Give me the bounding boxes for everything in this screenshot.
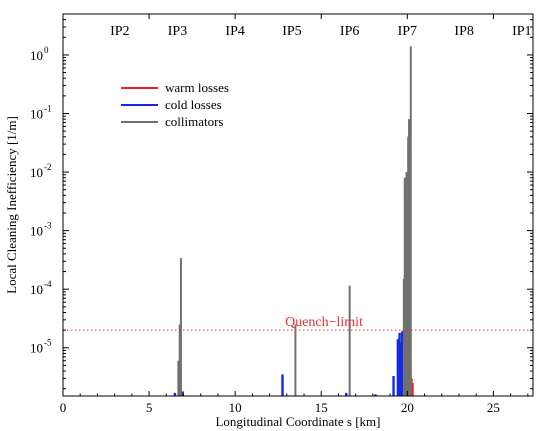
quench-limit-label: Quench−limit <box>285 315 363 330</box>
bar-collimators-0 <box>177 360 180 396</box>
x-axis-label: Longitudinal Coordinate s [km] <box>215 414 380 429</box>
bar-cold-losses-6 <box>396 339 400 396</box>
bar-cold-losses-5 <box>392 375 395 396</box>
x-tick-label-4: 20 <box>401 400 414 415</box>
ip-label-ip5: IP5 <box>282 24 301 39</box>
y-tick-label-5: 10 <box>30 48 43 63</box>
bar-cold-losses-0 <box>173 392 177 396</box>
ip-label-ip2: IP2 <box>110 24 129 39</box>
legend: warm losses cold losses collimators <box>121 80 229 129</box>
y-tick-exponent-0: -5 <box>44 338 52 348</box>
x-tick-label-0: 0 <box>60 400 67 415</box>
bar-warm-losses-4 <box>411 383 414 396</box>
x-tick-label-2: 10 <box>229 400 242 415</box>
legend-label-1: cold losses <box>165 97 222 112</box>
y-tick-label-0: 10 <box>30 341 43 356</box>
bar-collimators-4 <box>348 285 351 396</box>
y-tick-label-1: 10 <box>30 282 43 297</box>
bar-cold-losses-2 <box>281 374 284 396</box>
y-tick-label-2: 10 <box>30 224 43 239</box>
y-tick-exponent-1: -4 <box>44 279 52 289</box>
y-axis-label: Local Cleaning Inefficiency [1/m] <box>4 116 19 294</box>
y-tick-label-3: 10 <box>30 165 43 180</box>
y-tick-exponent-2: -3 <box>44 221 52 231</box>
x-tick-label-5: 25 <box>487 400 500 415</box>
y-tick-label-4: 10 <box>30 106 43 121</box>
bar-collimators-13 <box>409 46 412 396</box>
x-axis-ticks: 0 5 10 15 20 25 <box>60 14 529 415</box>
bar-cold-losses-9 <box>400 331 404 396</box>
ip-label-ip8: IP8 <box>454 24 473 39</box>
bar-cold-losses-8 <box>399 343 402 396</box>
ip-labels: IP2 IP3 IP4 IP5 IP6 IP7 IP8 IP1 <box>110 24 531 39</box>
x-tick-label-3: 15 <box>315 400 328 415</box>
y-tick-exponent-5: 0 <box>44 45 49 55</box>
y-tick-exponent-4: -1 <box>44 103 52 113</box>
bar-cold-losses-1 <box>181 391 184 396</box>
bar-cold-losses-3 <box>345 392 348 396</box>
x-tick-label-1: 5 <box>146 400 153 415</box>
bar-collimators-3 <box>294 324 297 396</box>
bar-collimators-2 <box>179 258 182 396</box>
plot-frame <box>62 13 534 397</box>
ip-label-ip6: IP6 <box>340 24 359 39</box>
bar-collimators-1 <box>178 324 181 396</box>
ip-label-ip1: IP1 <box>512 24 531 39</box>
legend-label-0: warm losses <box>165 80 229 95</box>
ip-label-ip7: IP7 <box>398 24 417 39</box>
ip-label-ip4: IP4 <box>225 24 244 39</box>
y-tick-exponent-3: -2 <box>44 162 52 172</box>
bar-marks <box>173 46 414 397</box>
bar-cold-losses-4 <box>374 394 377 396</box>
legend-label-2: collimators <box>165 114 224 129</box>
ip-label-ip3: IP3 <box>168 24 187 39</box>
